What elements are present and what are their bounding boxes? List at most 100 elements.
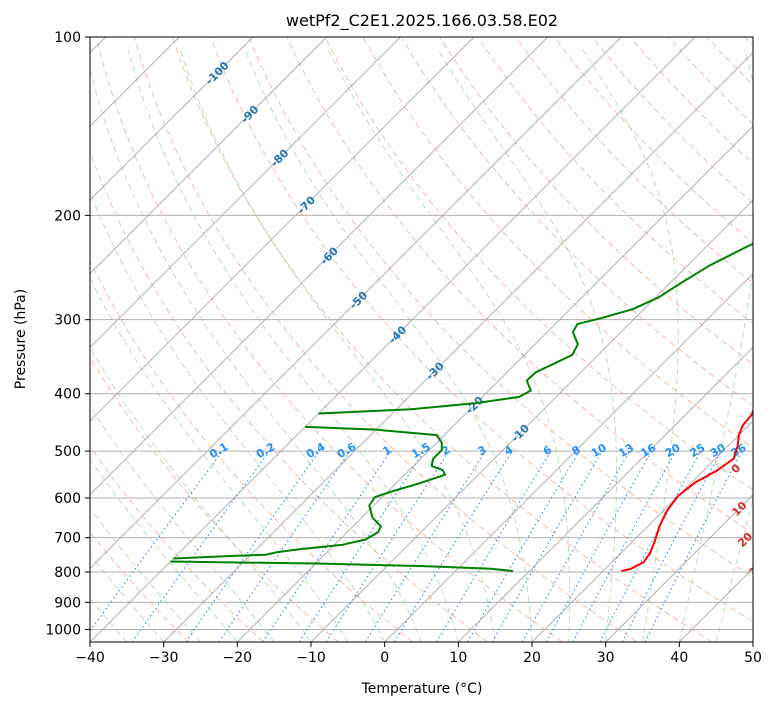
moist-adiabat-line — [90, 507, 201, 642]
dry-adiabat-line — [591, 37, 753, 204]
dry-adiabat-line — [286, 37, 753, 534]
isotherm-label: -10 — [509, 421, 532, 444]
isotherm-line — [90, 37, 327, 275]
dry-adiabat-line — [706, 37, 753, 86]
x-tick-label: 0 — [380, 650, 389, 666]
isotherm-line — [458, 346, 753, 642]
mixing-ratio-line — [435, 450, 552, 642]
mixing-ratio-line — [521, 450, 630, 642]
mixing-ratio-line — [644, 450, 743, 642]
mixing-ratio-line — [185, 450, 320, 642]
moist-adiabat-line — [244, 49, 533, 642]
isotherm-line — [605, 494, 753, 642]
dry-adiabat-label: 0 — [729, 461, 744, 476]
dry-adiabat-label: 30 — [747, 559, 767, 579]
isotherm-label: -100 — [203, 59, 232, 88]
mixing-ratio-line — [90, 450, 223, 632]
mixing-ratio-lines — [90, 450, 743, 642]
x-tick-label: −10 — [296, 650, 326, 666]
y-tick-label: 500 — [54, 444, 81, 460]
mixing-ratio-label: 30 — [708, 441, 728, 460]
dry-adiabat-line — [210, 37, 753, 623]
isotherm-label: -50 — [347, 289, 370, 312]
dry-adiabat-line — [90, 150, 488, 642]
x-tick-label: 10 — [449, 650, 467, 666]
isotherm-label: -20 — [463, 394, 486, 417]
moist-adiabats — [90, 49, 753, 642]
moist-adiabat-line — [437, 49, 618, 642]
moist-adiabat-line — [90, 597, 128, 642]
y-tick-label: 800 — [54, 565, 81, 581]
isotherm-label: -90 — [238, 103, 261, 126]
mixing-ratio-line — [572, 450, 677, 642]
mixing-ratio-line — [364, 450, 486, 642]
mixing-ratio-line — [599, 450, 702, 642]
isotherm-line — [237, 125, 753, 642]
y-axis-label: Pressure (hPa) — [13, 289, 29, 389]
plot-area: 0.1 0.2 0.4 0.6 1 1.5 2 3 4 6 8 10 13 16 20 25 30 36-100-… — [90, 37, 775, 642]
dry-adiabat-label: 10 — [729, 499, 749, 519]
mixing-ratio-line — [393, 450, 513, 642]
x-tick-label: −20 — [223, 650, 253, 666]
x-tick-label: 30 — [597, 650, 615, 666]
dry-adiabat-line — [324, 37, 753, 491]
mixing-ratio-label: 16 — [639, 441, 659, 460]
mixing-ratio-label: 1.5 — [409, 440, 432, 461]
x-tick-label: 50 — [744, 650, 762, 666]
isotherm-label: -30 — [424, 359, 447, 382]
mixing-ratio-label: 0.6 — [335, 440, 359, 461]
mixing-ratio-line — [218, 450, 351, 642]
moist-adiabat-line — [715, 498, 753, 642]
isotherm-line — [384, 273, 753, 642]
moist-adiabat-line — [127, 49, 459, 642]
dewpoint-line — [318, 242, 753, 415]
isotherm-line — [90, 37, 401, 348]
dry-adiabat-line — [248, 37, 753, 578]
isotherm-line — [679, 567, 753, 642]
x-tick-label: −30 — [149, 650, 179, 666]
mixing-ratio-label: 10 — [589, 441, 609, 460]
mixing-ratio-line — [131, 450, 270, 642]
dry-adiabat-line — [744, 37, 753, 47]
mixing-ratio-label: 6 — [541, 443, 554, 458]
isotherm-line — [752, 641, 753, 642]
moist-adiabat-line — [90, 67, 422, 642]
moist-adiabat-line — [90, 458, 238, 642]
dry-adiabat-line — [133, 37, 638, 642]
dry-adiabat-label: 40 — [764, 590, 775, 610]
mixing-ratio-label: 0.4 — [304, 440, 328, 461]
dry-adiabat-line — [95, 37, 563, 642]
y-tick-label: 600 — [54, 491, 81, 507]
dewpoint-line — [173, 425, 447, 560]
moist-adiabat-line — [582, 49, 679, 642]
chart-title: wetPf2_C2E1.2025.166.03.58.E02 — [286, 11, 558, 31]
isotherm-label: -70 — [295, 193, 318, 216]
isotherm-label: -40 — [386, 323, 409, 346]
dry-adiabat-line — [668, 37, 753, 125]
dewpoint-line — [170, 560, 514, 573]
x-tick-label: 40 — [670, 650, 688, 666]
y-tick-label: 400 — [54, 387, 81, 403]
moist-adiabat-line — [90, 553, 165, 642]
x-axis-label: Temperature (°C) — [361, 681, 483, 697]
moist-adiabat-line — [327, 49, 571, 642]
y-tick-label: 700 — [54, 531, 81, 547]
mixing-ratio-label: 4 — [502, 443, 515, 458]
background-line-labels: 0.1 0.2 0.4 0.6 1 1.5 2 3 4 6 8 10 13 16 20 25 30 36-100-… — [203, 59, 775, 610]
plot-frame — [89, 36, 754, 643]
y-tick-label: 300 — [54, 313, 81, 329]
mixing-ratio-label: 20 — [663, 441, 683, 460]
temperature-line — [621, 408, 753, 573]
y-tick-label: 200 — [54, 208, 81, 224]
y-tick-label: 900 — [54, 595, 81, 611]
moist-adiabat-line — [90, 346, 312, 642]
isotherm-line — [310, 199, 753, 642]
moist-adiabat-line — [179, 49, 496, 642]
isotherm-line — [90, 37, 475, 422]
sounding-series — [170, 242, 753, 573]
x-tick-label: −40 — [75, 650, 105, 666]
dry-adiabat-line — [439, 37, 753, 366]
x-tick-label: 20 — [523, 650, 541, 666]
isotherm-line — [90, 37, 696, 642]
